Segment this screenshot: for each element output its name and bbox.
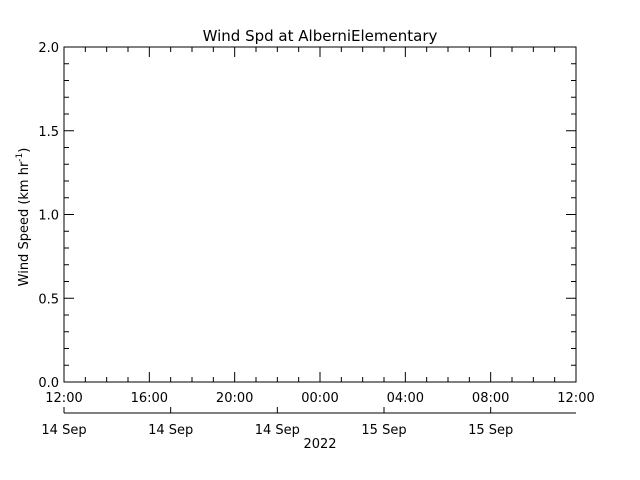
y-axis-label: Wind Speed (km hr-1) [15,148,32,287]
x-tick-label: 04:00 [387,391,424,406]
y-tick-label: 1.0 [38,209,59,224]
y-tick-label: 1.5 [38,125,59,140]
date-label: 15 Sep [468,423,513,438]
x-tick-label: 12:00 [45,391,82,406]
x-tick-label: 08:00 [472,391,509,406]
x-tick-label: 12:00 [557,391,594,406]
y-axis-ticks: 0.0 0.5 1.0 1.5 2.0 [38,41,576,391]
plot-frame [63,46,577,383]
date-label: 14 Sep [255,423,300,438]
year-label: 2022 [303,437,336,452]
chart-title: Wind Spd at AlberniElementary [203,27,438,45]
date-label: 14 Sep [148,423,193,438]
x-tick-label: 20:00 [216,391,253,406]
x-tick-label: 00:00 [301,391,338,406]
y-tick-label: 2.0 [38,41,59,56]
date-axis: 14 Sep 14 Sep 14 Sep 15 Sep 15 Sep [41,407,576,438]
x-tick-label: 16:00 [131,391,168,406]
y-tick-label: 0.5 [38,292,59,307]
y-tick-label: 0.0 [38,376,59,391]
date-label: 15 Sep [361,423,406,438]
date-label: 14 Sep [41,423,86,438]
x-axis-ticks: 12:00 16:00 20:00 00:00 04:00 08:00 12:00 [45,47,595,406]
